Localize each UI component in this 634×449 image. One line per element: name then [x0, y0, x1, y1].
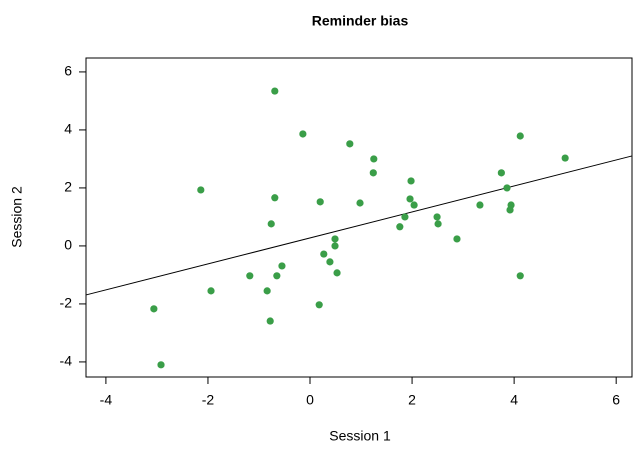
point — [278, 262, 286, 270]
point — [497, 169, 505, 177]
x-tick-label: 6 — [612, 392, 620, 408]
plot-frame — [85, 57, 633, 378]
point — [370, 155, 378, 163]
point — [320, 250, 328, 258]
point — [316, 198, 324, 206]
y-tick-label: -2 — [60, 295, 73, 311]
point — [407, 177, 415, 185]
point — [150, 305, 158, 313]
point — [516, 132, 524, 140]
point — [396, 223, 404, 231]
point — [434, 220, 442, 228]
y-tick-label: 0 — [64, 237, 72, 253]
x-tick-label: 2 — [408, 392, 416, 408]
point — [266, 317, 274, 325]
point — [561, 154, 569, 162]
point — [331, 242, 339, 250]
x-tick-label: 0 — [306, 392, 314, 408]
point — [333, 269, 341, 277]
x-tick-label: -2 — [202, 392, 215, 408]
point — [246, 272, 254, 280]
point — [271, 87, 279, 95]
y-axis-label: Session 2 — [9, 186, 25, 248]
y-tick-label: 6 — [64, 63, 72, 79]
y-tick-label: 2 — [64, 179, 72, 195]
y-tick-label: 4 — [64, 121, 72, 137]
point — [273, 272, 281, 280]
point — [356, 199, 364, 207]
point — [267, 220, 275, 228]
point — [401, 213, 409, 221]
point — [406, 195, 414, 203]
point — [271, 194, 279, 202]
point — [410, 201, 418, 209]
point — [263, 287, 271, 295]
x-axis-label: Session 1 — [329, 428, 391, 444]
point — [326, 258, 334, 266]
x-tick-label: 4 — [510, 392, 518, 408]
chart-title: Reminder bias — [312, 13, 409, 29]
point — [207, 287, 215, 295]
point — [476, 201, 484, 209]
point — [197, 186, 205, 194]
point — [315, 301, 323, 309]
point — [516, 272, 524, 280]
point — [331, 235, 339, 243]
point — [433, 213, 441, 221]
point — [157, 361, 165, 369]
point — [503, 184, 511, 192]
point — [369, 169, 377, 177]
point — [299, 130, 307, 138]
x-tick-label: -4 — [100, 392, 113, 408]
y-tick-label: -4 — [60, 353, 73, 369]
point — [346, 140, 354, 148]
point — [506, 206, 514, 214]
fit-line — [85, 155, 633, 296]
point — [453, 235, 461, 243]
